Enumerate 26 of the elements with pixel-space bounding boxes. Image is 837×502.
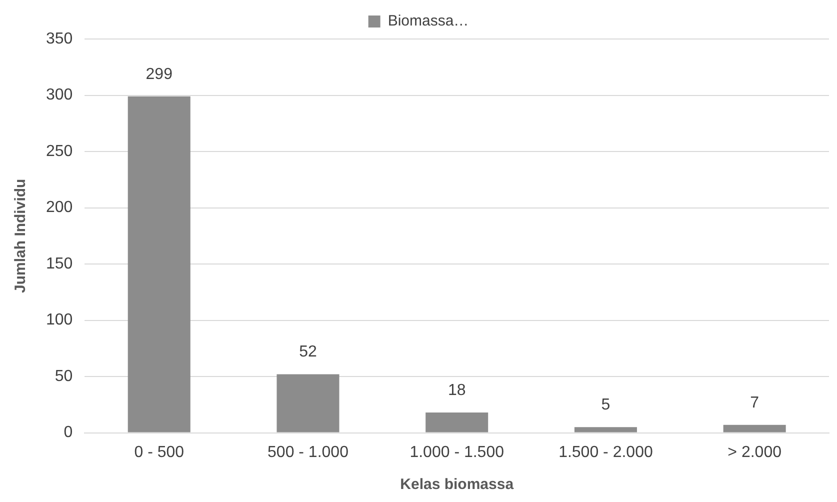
data-label: 7 — [750, 394, 760, 412]
x-tick-label: 500 - 1.000 — [268, 444, 349, 461]
y-tick-label: 200 — [46, 199, 73, 216]
legend-label: Biomassa… — [388, 12, 469, 30]
data-label: 52 — [299, 344, 317, 361]
x-tick-label: 1.000 - 1.500 — [410, 444, 504, 461]
bar — [723, 424, 786, 432]
x-tick-label: > 2.000 — [728, 444, 782, 461]
data-label: 5 — [601, 396, 610, 414]
y-axis-title: Jumlah Individu — [12, 178, 30, 293]
y-tick-label: 0 — [64, 424, 73, 442]
data-label: 299 — [146, 66, 173, 83]
y-tick-label: 50 — [54, 368, 73, 385]
x-tick-label: 0 - 500 — [134, 444, 184, 461]
x-axis-title: Kelas biomassa — [400, 476, 514, 494]
y-tick-label: 100 — [46, 312, 73, 329]
data-label: 18 — [448, 382, 466, 399]
bar — [128, 96, 190, 432]
x-tick-label: 1.500 - 2.000 — [558, 444, 653, 461]
bar — [426, 412, 488, 432]
y-tick-label: 150 — [46, 255, 73, 272]
bar — [276, 374, 340, 432]
bar — [574, 427, 637, 432]
y-tick-label: 250 — [46, 142, 73, 160]
y-tick-label: 350 — [46, 30, 73, 48]
y-tick-label: 300 — [46, 86, 73, 104]
